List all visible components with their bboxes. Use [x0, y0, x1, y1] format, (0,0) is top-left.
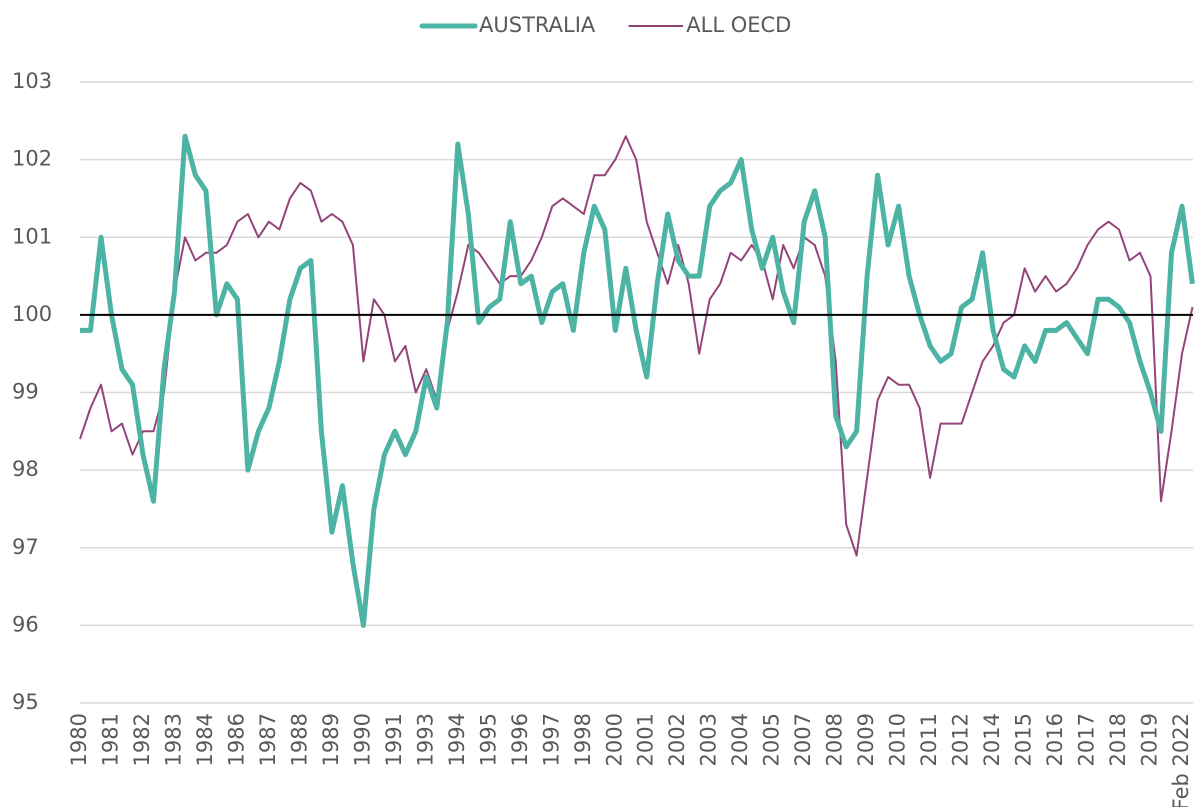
x-tick-label: 2003 — [697, 713, 721, 766]
x-tick-label: 1981 — [98, 713, 122, 766]
x-tick-label: 2009 — [854, 713, 878, 766]
x-tick-label: Feb 2022 — [1169, 713, 1193, 807]
x-tick-label: 2001 — [634, 713, 658, 766]
x-tick-label: 2008 — [823, 713, 847, 766]
y-tick-label: 101 — [12, 224, 52, 248]
x-tick-label: 2002 — [665, 713, 689, 766]
legend-label: AUSTRALIA — [479, 13, 596, 37]
legend-label: ALL OECD — [686, 13, 791, 37]
x-tick-label: 2007 — [791, 713, 815, 766]
x-tick-label: 1994 — [445, 713, 469, 766]
x-tick-label: 1991 — [382, 713, 406, 766]
x-tick-label: 2018 — [1106, 713, 1130, 766]
x-tick-label: 1987 — [256, 713, 280, 766]
y-tick-label: 97 — [12, 535, 39, 559]
y-tick-label: 102 — [12, 147, 52, 171]
x-tick-label: 2012 — [949, 713, 973, 766]
x-tick-label: 1982 — [130, 713, 154, 766]
x-tick-label: 1998 — [571, 713, 595, 766]
data-line — [79, 135, 1194, 557]
y-tick-label: 96 — [12, 612, 39, 636]
x-tick-label: 1983 — [161, 713, 185, 766]
x-tick-label: 1989 — [319, 713, 343, 766]
x-tick-label: 1984 — [193, 713, 217, 766]
y-tick-label: 103 — [12, 69, 52, 93]
x-tick-label: 1980 — [67, 713, 91, 766]
x-tick-label: 1988 — [287, 713, 311, 766]
x-tick-label: 1995 — [476, 713, 500, 766]
x-tick-label: 2017 — [1075, 713, 1099, 766]
y-tick-label: 100 — [12, 302, 52, 326]
x-tick-label: 2005 — [760, 713, 784, 766]
y-tick-label: 95 — [12, 690, 39, 714]
x-tick-label: 2011 — [917, 713, 941, 766]
x-tick-label: 2019 — [1138, 713, 1162, 766]
x-tick-label: 2015 — [1012, 713, 1036, 766]
x-tick-label: 2004 — [728, 713, 752, 766]
x-tick-label: 2010 — [886, 713, 910, 766]
x-tick-label: 1986 — [224, 713, 248, 766]
x-tick-label: 1990 — [350, 713, 374, 766]
data-line — [80, 133, 1195, 628]
x-tick-label: 1997 — [539, 713, 563, 766]
x-tick-label: 2016 — [1043, 713, 1067, 766]
x-tick-label: 2000 — [602, 713, 626, 766]
y-tick-label: 98 — [12, 457, 39, 481]
x-tick-label: 1996 — [508, 713, 532, 766]
y-tick-label: 99 — [12, 380, 39, 404]
x-tick-label: 2014 — [980, 713, 1004, 766]
x-tick-label: 1993 — [413, 713, 437, 766]
